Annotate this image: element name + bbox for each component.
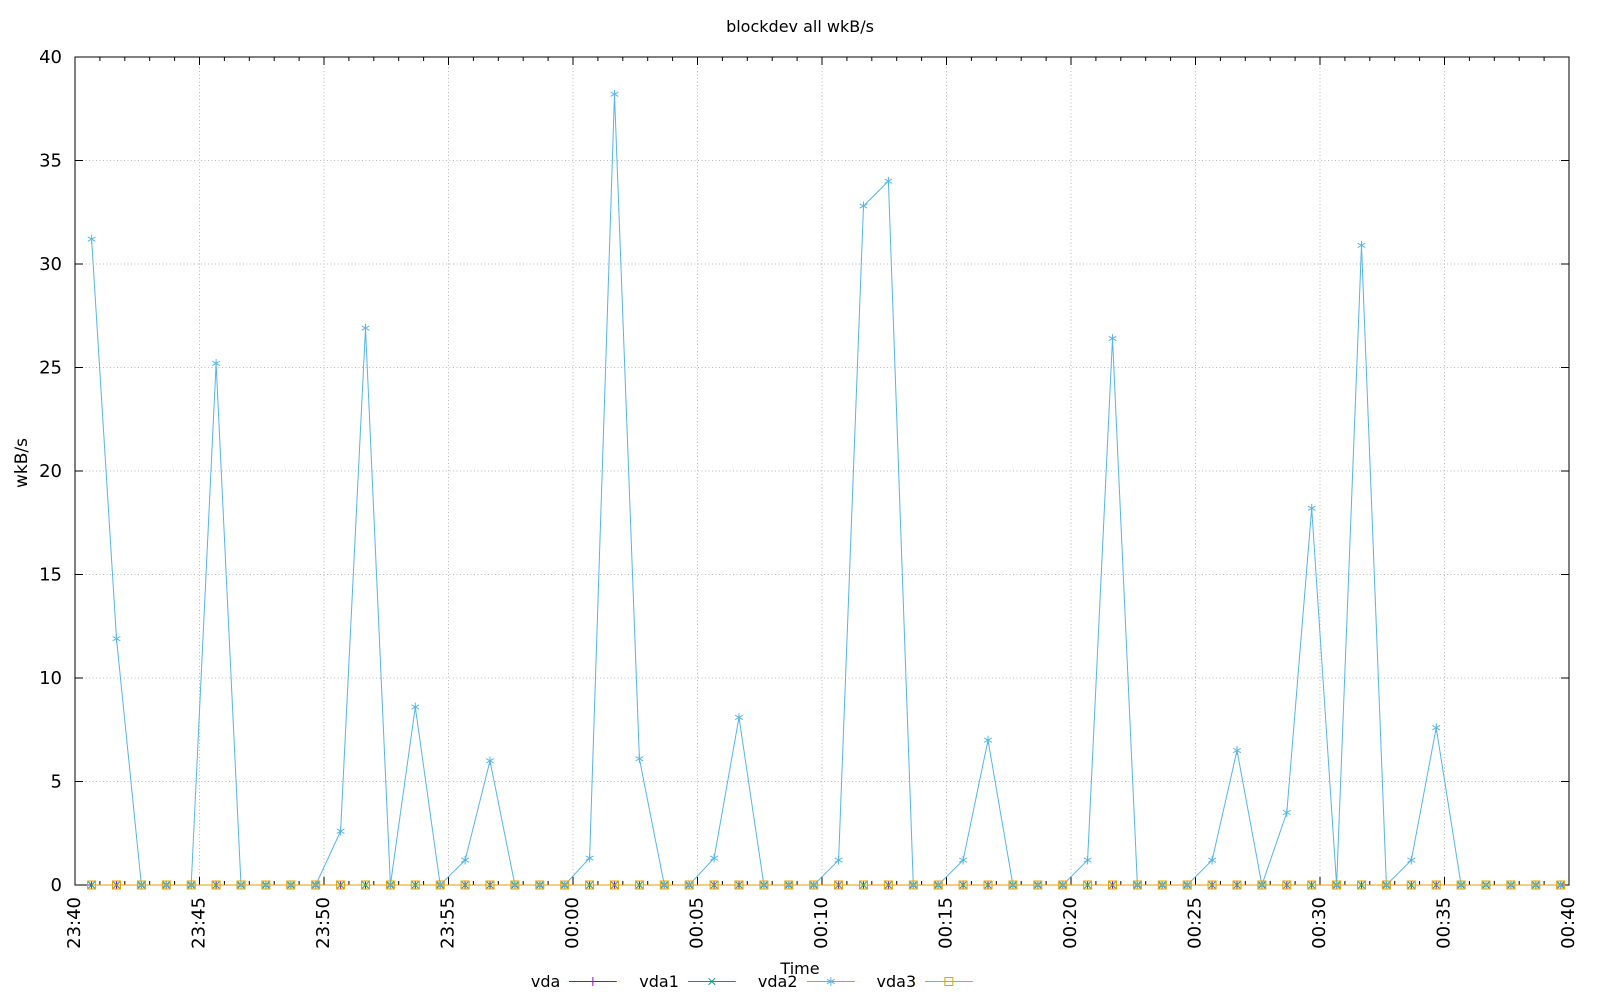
x-tick-label-00:20: 00:20 xyxy=(1060,897,1081,949)
x-tick-label-23:55: 23:55 xyxy=(438,897,459,949)
chart-title: blockdev all wkB/s xyxy=(726,17,874,36)
legend-item-vda1: vda1 xyxy=(639,972,736,991)
y-tick-labels: 0 5 10 15 20 25 30 35 40 xyxy=(39,47,62,896)
y-tick-label-15: 15 xyxy=(39,565,62,586)
legend: vda vda1 vda2 vda3 xyxy=(530,972,974,991)
y-tick-label-0: 0 xyxy=(51,875,62,896)
legend-sample-open-square-icon xyxy=(925,977,974,986)
y-tick-label-30: 30 xyxy=(39,254,62,275)
y-tick-label-25: 25 xyxy=(39,358,62,379)
x-tick-label-00:35: 00:35 xyxy=(1434,897,1455,949)
legend-item-vda3: vda3 xyxy=(877,972,974,991)
series-vda2 xyxy=(87,89,1565,890)
x-tick-labels: 23:40 23:45 23:50 23:55 00:00 00:05 00:10 00:15… xyxy=(64,897,1579,949)
x-tick-label-23:40: 23:40 xyxy=(64,897,85,949)
legend-sample-plus-icon xyxy=(569,977,618,986)
legend-label-vda1: vda1 xyxy=(639,972,679,991)
x-tick-label-00:00: 00:00 xyxy=(562,897,583,949)
x-tick-label-00:05: 00:05 xyxy=(687,897,708,949)
y-tick-label-5: 5 xyxy=(51,772,62,793)
x-tick-label-00:40: 00:40 xyxy=(1558,897,1579,949)
series-markers-vda3 xyxy=(87,880,1566,890)
x-tick-label-00:25: 00:25 xyxy=(1185,897,1206,949)
legend-item-vda: vda xyxy=(530,972,618,991)
series-line-vda2 xyxy=(91,94,1561,887)
x-tick-label-23:50: 23:50 xyxy=(313,897,334,949)
legend-label-vda2: vda2 xyxy=(757,972,798,991)
grid-lines xyxy=(75,57,1569,885)
series-markers-vda2 xyxy=(87,89,1565,890)
series-vda3 xyxy=(87,880,1566,890)
legend-label-vda: vda xyxy=(530,972,561,991)
x-tick-label-00:30: 00:30 xyxy=(1309,897,1330,949)
y-tick-label-35: 35 xyxy=(39,151,62,172)
y-tick-label-10: 10 xyxy=(39,668,62,689)
x-tick-label-23:45: 23:45 xyxy=(189,897,210,949)
legend-label-vda3: vda3 xyxy=(876,972,917,991)
x-axis-title: Time xyxy=(780,959,820,978)
legend-item-vda2: vda2 xyxy=(758,972,855,991)
legend-sample-asterisk-icon xyxy=(806,977,855,986)
x-tick-label-00:15: 00:15 xyxy=(936,897,957,949)
y-tick-label-40: 40 xyxy=(39,47,62,68)
x-tick-label-00:10: 00:10 xyxy=(811,897,832,949)
legend-sample-cross-icon xyxy=(687,977,736,986)
y-tick-label-20: 20 xyxy=(39,461,62,482)
